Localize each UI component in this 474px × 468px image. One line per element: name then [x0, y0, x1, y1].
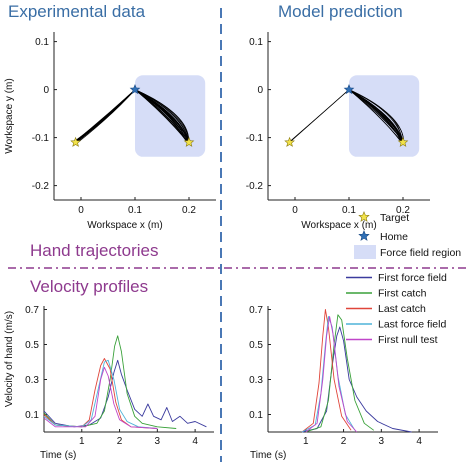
y-tick-label: 0.1 [249, 37, 263, 48]
x-tick-label: 4 [416, 436, 422, 447]
trajectory-line [348, 89, 403, 144]
y-tick-label: 0.3 [249, 375, 263, 386]
velocity-series-2 [43, 335, 177, 429]
x-axis-label: Time (s) [250, 450, 286, 461]
legend-line-label: First catch [378, 288, 427, 300]
velocity-series-5 [305, 316, 358, 433]
y-tick-label: 0.5 [25, 340, 39, 351]
velocity-series-1 [301, 326, 412, 433]
legend-marker-label: Target [380, 212, 409, 224]
x-axis-label: Workspace x (m) [301, 220, 376, 231]
marker-legend: Target Home Force field region [354, 210, 461, 259]
y-tick-label: 0.1 [35, 37, 49, 48]
velocity-legend: First force field First catch Last catch La… [346, 272, 447, 346]
legend-home-star-icon [358, 229, 370, 241]
experimental-trajectory-plot: 0 0.1 0.2 0.1 0 -0.1 -0.2 Workspace x (m) Worksp… [4, 32, 216, 231]
x-tick-label: 3 [155, 436, 161, 447]
velocity-series-4 [301, 316, 356, 433]
legend-square-icon [354, 245, 376, 259]
legend-marker-label: Force field region [380, 247, 461, 259]
trajectory-line [290, 89, 350, 142]
hand-trajectories-label: Hand trajectories [30, 241, 159, 260]
x-tick-label: 0.1 [128, 205, 142, 216]
y-tick-label: 0.7 [249, 305, 263, 316]
experimental-velocity-plot: 1 2 3 4 0.1 0.3 0.5 0.7 Time (s) Velocity of hand… [4, 305, 214, 461]
x-tick-label: 0 [78, 205, 84, 216]
y-axis-label: Velocity of hand (m/s) [4, 311, 15, 407]
trajectory-line [134, 89, 189, 142]
y-tick-label: -0.1 [32, 133, 50, 144]
x-tick-label: 4 [192, 436, 198, 447]
legend-line-label: First force field [378, 272, 447, 284]
target-star-icon [284, 136, 295, 147]
x-axis-label: Workspace x (m) [87, 220, 162, 231]
experimental-title: Experimental data [8, 2, 146, 21]
x-axis-label: Time (s) [40, 450, 76, 461]
trajectory-line [74, 89, 136, 142]
velocity-profiles-label: Velocity profiles [30, 277, 148, 296]
x-tick-label: 2 [117, 436, 123, 447]
legend-marker-label: Home [380, 231, 408, 243]
y-tick-label: 0.5 [249, 340, 263, 351]
model-title: Model prediction [278, 2, 403, 21]
target-star-icon [70, 136, 81, 147]
y-tick-label: -0.2 [246, 181, 264, 192]
x-tick-label: 1 [79, 436, 85, 447]
trajectory-line [76, 89, 136, 144]
model-velocity-plot: 1 2 3 4 0.1 0.3 0.5 0.7 Time (s) [249, 305, 438, 461]
x-tick-label: 0.2 [396, 205, 410, 216]
velocity-series-1 [43, 359, 207, 428]
legend-target-star-icon [358, 210, 370, 222]
y-axis-label: Workspace y (m) [4, 78, 15, 153]
x-tick-label: 1 [303, 436, 309, 447]
y-tick-label: 0.3 [25, 375, 39, 386]
trajectory-line [134, 89, 190, 143]
velocity-series-3 [301, 309, 352, 433]
y-tick-label: 0.1 [25, 410, 39, 421]
home-star-icon [129, 83, 141, 95]
x-tick-label: 0.2 [182, 205, 196, 216]
x-tick-label: 0.1 [342, 205, 356, 216]
home-star-icon [343, 83, 355, 95]
y-tick-label: -0.2 [32, 181, 50, 192]
velocity-series-5 [43, 366, 158, 429]
velocity-series-2 [305, 314, 375, 433]
target-star-icon [397, 136, 409, 147]
legend-line-label: First null test [378, 334, 438, 346]
target-star-icon [183, 136, 195, 147]
y-tick-label: 0.7 [25, 305, 39, 316]
y-tick-label: -0.1 [246, 133, 264, 144]
model-trajectory-plot: 0 0.1 0.2 0.1 0 -0.1 -0.2 Workspace x (m) [246, 32, 430, 231]
x-tick-label: 3 [379, 436, 385, 447]
y-tick-label: 0 [43, 85, 49, 96]
x-tick-label: 0 [292, 205, 298, 216]
x-tick-label: 2 [341, 436, 347, 447]
y-tick-label: 0 [257, 85, 263, 96]
legend-line-label: Last force field [378, 319, 446, 331]
trajectory-line [74, 89, 136, 143]
trajectory-line [348, 89, 405, 143]
legend-line-label: Last catch [378, 303, 426, 315]
y-tick-label: 0.1 [249, 410, 263, 421]
